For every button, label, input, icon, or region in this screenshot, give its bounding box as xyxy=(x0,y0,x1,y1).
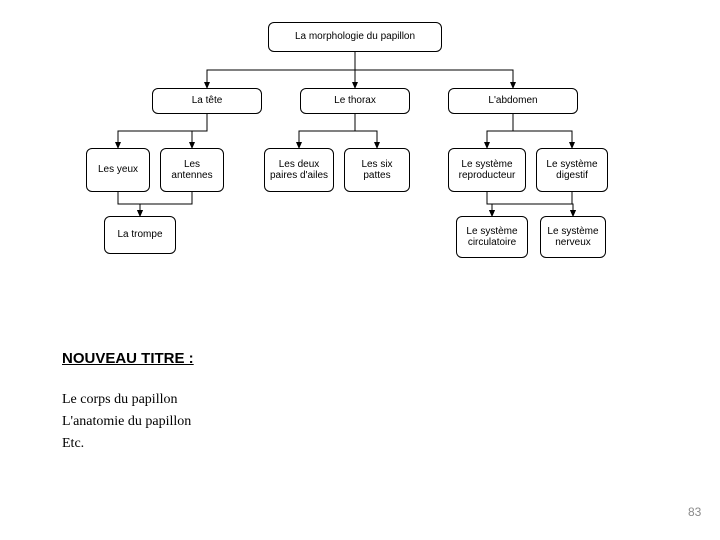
caption-line-3: Etc. xyxy=(62,436,84,452)
diagram-node-abdomen: L'abdomen xyxy=(448,88,578,114)
diagram-edge-thorax-pattes xyxy=(355,114,377,148)
diagram-node-nerveux: Le système nerveux xyxy=(540,216,606,258)
diagram-node-pattes: Les six pattes xyxy=(344,148,410,192)
caption-line-1: Le corps du papillon xyxy=(62,392,177,408)
caption-line-2: L'anatomie du papillon xyxy=(62,414,191,430)
diagram-edges-layer xyxy=(0,0,720,540)
diagram-edge-digest-nerveux xyxy=(572,192,573,216)
diagram-node-digest: Le système digestif xyxy=(536,148,608,192)
section-heading: NOUVEAU TITRE : xyxy=(62,350,194,367)
diagram-edge-digest-circ xyxy=(492,192,572,216)
diagram-node-tete: La tête xyxy=(152,88,262,114)
diagram-edge-root-abdomen xyxy=(355,52,513,88)
diagram-node-antennes: Les antennes xyxy=(160,148,224,192)
diagram-edge-abdomen-digest xyxy=(513,114,572,148)
diagram-node-repro: Le système reproducteur xyxy=(448,148,526,192)
diagram-node-thorax: Le thorax xyxy=(300,88,410,114)
diagram-node-circ: Le système circulatoire xyxy=(456,216,528,258)
diagram-edge-thorax-ailes xyxy=(299,114,355,148)
diagram-node-ailes: Les deux paires d'ailes xyxy=(264,148,334,192)
diagram-edge-abdomen-repro xyxy=(487,114,513,148)
diagram-node-yeux: Les yeux xyxy=(86,148,150,192)
diagram-edge-yeux-trompe xyxy=(118,192,140,216)
diagram-edge-tete-antennes xyxy=(192,114,207,148)
diagram-node-root: La morphologie du papillon xyxy=(268,22,442,52)
diagram-edge-repro-circ xyxy=(487,192,492,216)
page-number: 83 xyxy=(688,505,701,519)
diagram-edge-root-tete xyxy=(207,52,355,88)
page-stage: La morphologie du papillon La tête Le thor… xyxy=(0,0,720,540)
diagram-edge-repro-nerveux xyxy=(487,192,573,216)
diagram-node-trompe: La trompe xyxy=(104,216,176,254)
diagram-edge-tete-yeux xyxy=(118,114,207,148)
diagram-edge-antennes-trompe xyxy=(140,192,192,216)
